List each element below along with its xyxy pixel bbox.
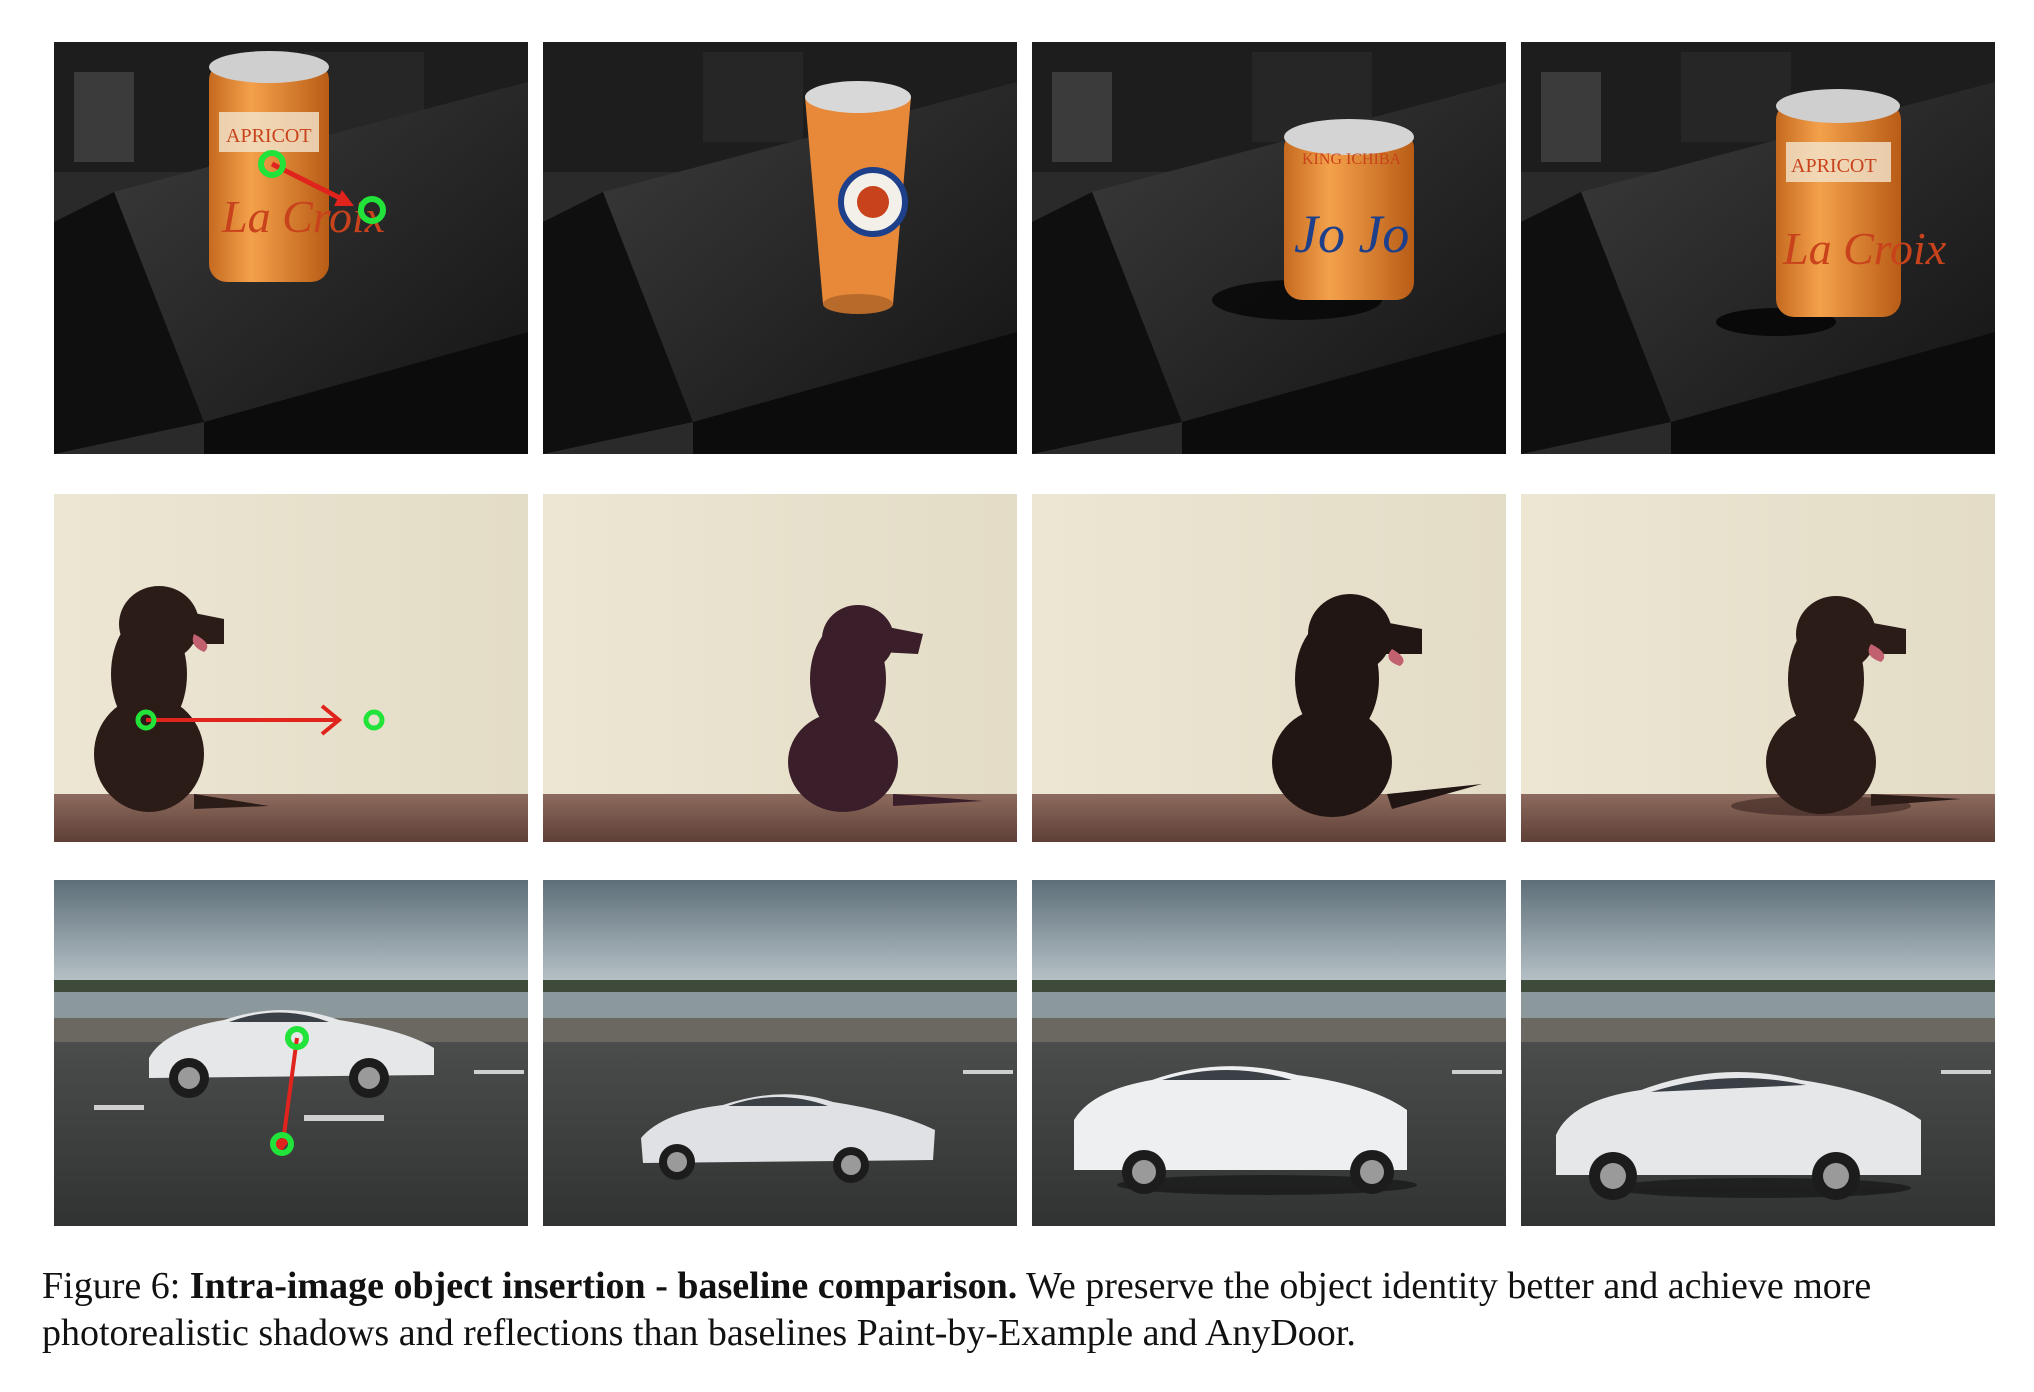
caption-title: Intra-image object insertion - baseline …	[189, 1265, 1018, 1307]
can-label-text: APRICOT	[226, 125, 312, 147]
panel-car-anydoor	[1032, 880, 1506, 1226]
panel-can-ours: APRICOT La Croix	[1521, 42, 1995, 454]
drag-end-handle	[363, 709, 385, 731]
can-label-text: KING ICHIBA	[1302, 151, 1402, 168]
panel-car-paint-by-example	[543, 880, 1017, 1226]
drag-start-handle	[285, 1026, 309, 1050]
drag-start-handle	[135, 709, 157, 731]
panel-dog-paint-by-example	[543, 494, 1017, 842]
panel-car-ours	[1521, 880, 1995, 1226]
panel-dog-input	[54, 494, 528, 842]
drag-end-handle	[358, 196, 386, 224]
panel-can-paint-by-example	[543, 42, 1017, 454]
panel-car-input	[54, 880, 528, 1226]
panel-can-anydoor: KING ICHIBA Jo Jo	[1032, 42, 1506, 454]
drag-arrow	[281, 1037, 299, 1143]
panel-dog-anydoor	[1032, 494, 1506, 842]
figure-caption: Figure 6: Intra-image object insertion -…	[42, 1263, 2002, 1357]
panel-can-input: APRICOT La Croix	[54, 42, 528, 454]
caption-body: We preserve the object identity better a…	[42, 1265, 1872, 1354]
can-script-text: Jo Jo	[1294, 204, 1409, 264]
drag-start-handle	[258, 150, 286, 178]
panel-dog-ours	[1521, 494, 1995, 842]
drag-end-handle	[270, 1132, 294, 1156]
can-script-text: La Croix	[221, 191, 386, 242]
can-label-text: APRICOT	[1791, 155, 1877, 177]
can-script-text: La Croix	[1782, 223, 1947, 274]
caption-label: Figure 6:	[42, 1265, 181, 1307]
